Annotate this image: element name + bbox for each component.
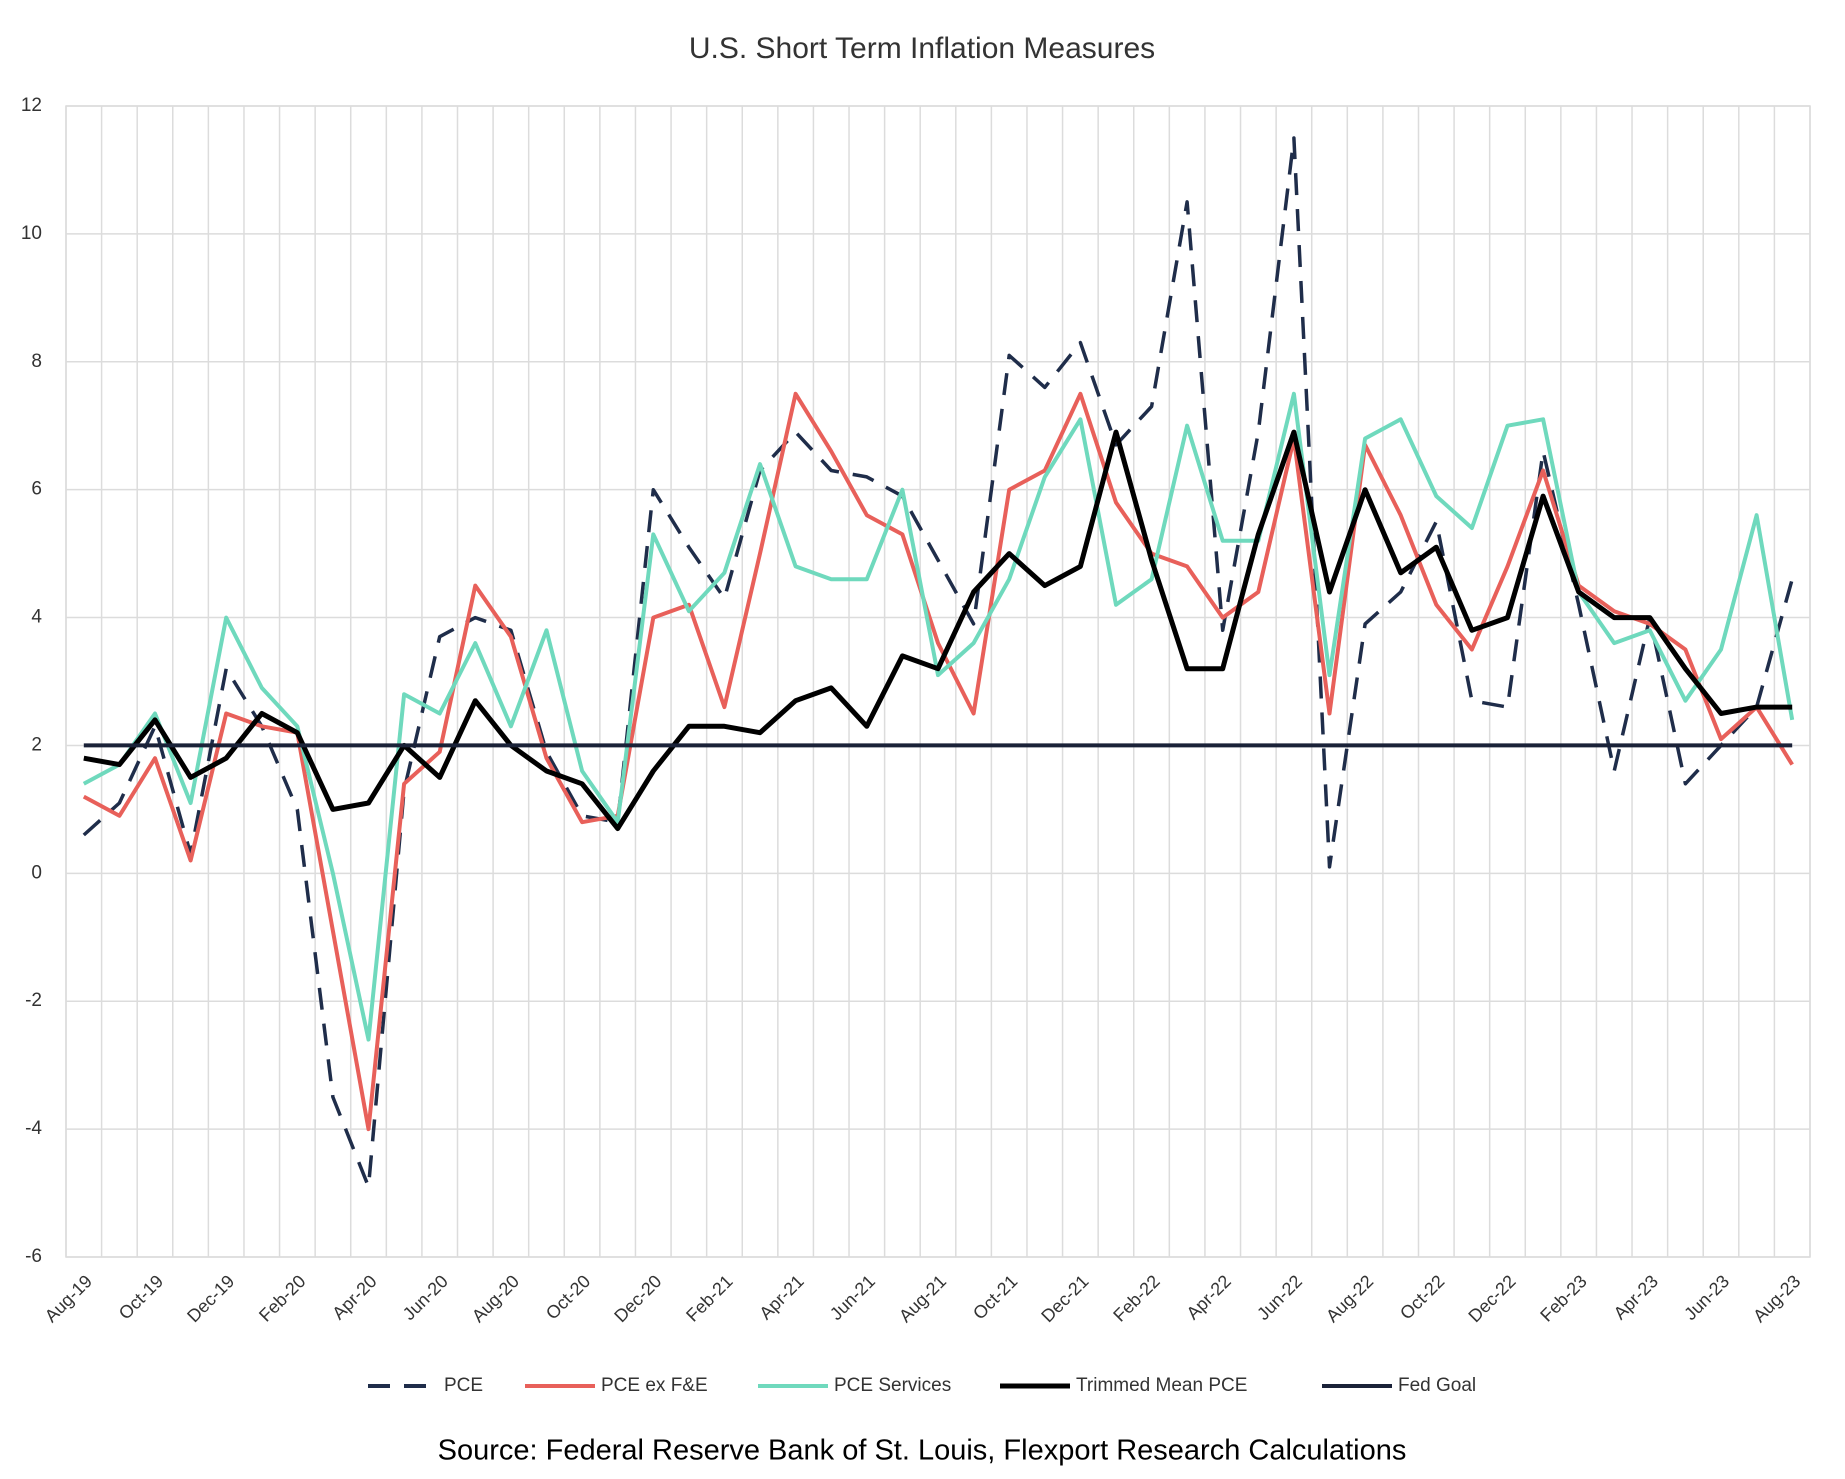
x-tick-label: Jun-21 [826,1271,879,1324]
y-tick-label: -2 [25,990,42,1011]
y-tick-label: 2 [31,734,42,755]
x-tick-label: Dec-22 [1464,1271,1519,1326]
x-tick-label: Oct-21 [969,1271,1021,1323]
x-tick-label: Oct-22 [1396,1271,1448,1323]
x-tick-label: Apr-20 [328,1271,380,1323]
x-tick-label: Aug-19 [41,1271,96,1326]
legend-label: Fed Goal [1398,1375,1476,1396]
legend-label: PCE [444,1375,483,1396]
x-tick-label: Aug-21 [895,1271,950,1326]
legend-label: PCE ex F&E [601,1375,708,1396]
x-tick-label: Feb-21 [682,1271,736,1325]
y-tick-label: 8 [31,351,42,372]
series-line [82,391,1794,1132]
x-tick-label: Feb-23 [1536,1271,1590,1325]
series-line [83,429,1793,832]
x-tick-label: Aug-20 [468,1271,523,1326]
series-line [82,136,1794,1189]
y-tick-label: -6 [25,1246,42,1267]
y-tick-label: -4 [25,1118,42,1139]
x-tick-label: Aug-22 [1322,1271,1377,1326]
x-tick-label: Oct-20 [542,1271,594,1323]
x-tick-label: Feb-22 [1109,1271,1163,1325]
legend-label: Trimmed Mean PCE [1076,1375,1247,1396]
source-note: Source: Federal Reserve Bank of St. Loui… [438,1435,1407,1467]
legend-label: PCE Services [834,1375,951,1396]
x-tick-label: Jun-23 [1680,1271,1733,1324]
plot-border [65,105,1811,1258]
y-tick-label: 10 [21,223,42,244]
series-line [82,391,1795,1042]
x-tick-label: Aug-23 [1749,1271,1804,1326]
y-tick-label: 6 [31,479,42,500]
x-tick-label: Apr-21 [755,1271,807,1323]
x-tick-label: Dec-21 [1037,1271,1092,1326]
x-tick-label: Dec-19 [183,1271,238,1326]
x-tick-label: Dec-20 [610,1271,665,1326]
y-tick-label: 4 [31,607,42,628]
y-tick-label: 12 [21,95,42,116]
y-tick-label: 0 [31,862,42,883]
x-tick-label: Feb-20 [255,1271,309,1325]
x-tick-label: Apr-22 [1183,1271,1235,1323]
x-tick-label: Jun-22 [1253,1271,1306,1324]
x-tick-label: Oct-19 [115,1271,167,1323]
chart-title: U.S. Short Term Inflation Measures [689,32,1155,65]
x-tick-label: Jun-20 [399,1271,452,1324]
x-tick-label: Apr-23 [1610,1271,1662,1323]
